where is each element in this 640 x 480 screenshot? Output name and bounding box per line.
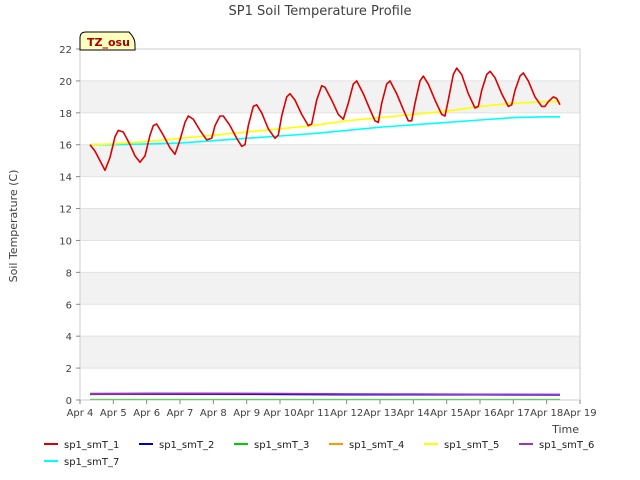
legend-label: sp1_smT_1 (64, 440, 119, 451)
x-tick-label: Apr 17 (497, 408, 530, 419)
x-tick-label: Apr 12 (330, 408, 363, 419)
plot-band (80, 336, 580, 369)
legend-label: sp1_smT_3 (254, 440, 309, 451)
site-badge-text: TZ_osu (87, 36, 130, 49)
plot-band (80, 272, 580, 305)
plot-band (80, 304, 580, 337)
x-tick-label: Apr 13 (363, 408, 396, 419)
x-tick-label: Apr 5 (100, 408, 127, 419)
y-tick-label: 20 (59, 77, 72, 88)
legend-label: sp1_smT_6 (539, 440, 594, 451)
y-tick-label: 16 (59, 141, 72, 152)
y-axis-label: Soil Temperature (C) (7, 170, 20, 283)
x-tick-label: Apr 16 (463, 408, 496, 419)
x-axis: Apr 4 Apr 5 Apr 6 Apr 7 Apr 8 Apr 9 Apr 10 Apr … (67, 400, 597, 419)
x-tick-label: Apr 11 (297, 408, 330, 419)
x-tick-label: Apr 15 (430, 408, 463, 419)
legend: sp1_smT_1 sp1_smT_2 sp1_smT_3 sp1_smT_4 sp1_… (44, 440, 594, 468)
legend-label: sp1_smT_2 (159, 440, 214, 451)
y-tick-label: 22 (59, 45, 72, 56)
x-tick-label: Apr 7 (167, 408, 194, 419)
x-tick-label: Apr 10 (263, 408, 296, 419)
y-tick-label: 8 (66, 268, 72, 279)
legend-label: sp1_smT_4 (349, 440, 404, 451)
series-line-sp1_smT_1 (89, 67, 561, 172)
y-tick-label: 4 (66, 332, 72, 343)
x-tick-label: Apr 8 (200, 408, 227, 419)
plot-frame (79, 48, 581, 401)
y-tick-label: 12 (59, 205, 72, 216)
chart-title: SP1 Soil Temperature Profile (229, 4, 412, 19)
x-tick-label: Apr 18 (530, 408, 563, 419)
plot-band (80, 176, 580, 209)
x-axis-label: Time (551, 423, 579, 436)
plot-background (80, 49, 580, 400)
y-axis: 0 2 4 6 8 10 12 14 16 18 20 22 (59, 45, 80, 407)
legend-label: sp1_smT_7 (64, 457, 119, 468)
x-tick-label: Apr 4 (67, 408, 94, 419)
plot-band (80, 240, 580, 273)
legend-label: sp1_smT_5 (444, 440, 499, 451)
site-badge-box (79, 31, 136, 51)
y-tick-label: 14 (59, 173, 72, 184)
x-tick-label: Apr 19 (563, 408, 596, 419)
y-tick-label: 10 (59, 236, 72, 247)
x-tick-label: Apr 14 (397, 408, 430, 419)
x-tick-label: Apr 9 (233, 408, 260, 419)
site-badge: TZ_osu (79, 31, 136, 51)
y-tick-label: 6 (66, 300, 72, 311)
series-line-sp1_smT_5 (89, 100, 560, 146)
y-tick-label: 2 (66, 364, 72, 375)
series-line-sp1_smT_6 (89, 392, 561, 396)
plot-band (80, 144, 580, 177)
plot-band (80, 208, 580, 241)
y-tick-label: 0 (66, 396, 72, 407)
series-line-sp1_smT_7 (90, 116, 560, 146)
x-tick-label: Apr 6 (133, 408, 160, 419)
y-tick-label: 18 (59, 109, 72, 120)
plot-band (80, 49, 580, 81)
